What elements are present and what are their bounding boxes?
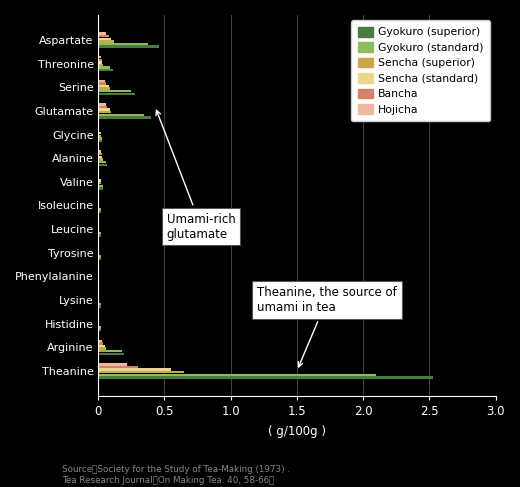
Bar (98, 198, 99, 200)
Bar (98, 130, 99, 132)
Bar (98, 256, 100, 258)
Bar (98, 371, 184, 374)
Bar (98, 64, 103, 66)
Bar (98, 40, 114, 42)
Bar (98, 353, 124, 355)
Bar (98, 179, 100, 182)
Bar (98, 43, 148, 45)
Bar (98, 156, 102, 158)
Bar (98, 66, 110, 69)
Bar (98, 282, 99, 284)
Bar (98, 222, 99, 224)
Bar (98, 79, 105, 82)
Bar (98, 37, 111, 40)
Bar (98, 161, 106, 163)
Bar (98, 247, 99, 250)
Bar (98, 321, 99, 323)
Bar (98, 182, 100, 184)
Bar (98, 234, 100, 237)
Bar (98, 45, 159, 48)
Bar (98, 35, 109, 37)
Bar (98, 316, 99, 318)
Bar (98, 153, 102, 155)
Bar (98, 277, 99, 279)
Text: Source：Society for the Study of Tea-Making (1973) .
Tea Research Journal：On Maki: Source：Society for the Study of Tea-Maki… (62, 465, 290, 485)
Bar (98, 58, 102, 61)
Bar (98, 342, 103, 344)
Bar (98, 253, 99, 255)
Bar (98, 376, 434, 378)
Bar (98, 208, 100, 210)
Bar (98, 69, 112, 72)
Bar (98, 140, 102, 142)
Bar (98, 298, 99, 300)
Bar (98, 185, 103, 187)
Bar (98, 295, 99, 297)
Bar (98, 82, 106, 85)
Legend: Gyokuro (superior), Gyokuro (standard), Sencha (superior), Sencha (standard), Ba: Gyokuro (superior), Gyokuro (standard), … (351, 20, 490, 121)
Bar (98, 111, 111, 113)
Bar (98, 339, 102, 342)
Bar (98, 345, 105, 347)
Bar (98, 250, 99, 253)
Bar (98, 158, 103, 161)
Bar (98, 56, 100, 58)
Bar (98, 113, 145, 116)
Bar (98, 88, 110, 90)
Bar (98, 269, 99, 271)
Bar (98, 85, 109, 87)
Bar (98, 369, 171, 371)
Bar (98, 93, 135, 95)
Bar (98, 206, 99, 208)
Bar (98, 132, 100, 134)
Bar (98, 229, 99, 232)
Bar (98, 116, 151, 119)
Bar (98, 103, 106, 106)
Bar (98, 90, 131, 93)
Bar (98, 326, 100, 329)
Bar (98, 305, 100, 308)
Bar (98, 109, 110, 111)
Bar (98, 232, 100, 234)
Bar (98, 226, 99, 229)
Bar (98, 274, 99, 276)
Bar (98, 150, 100, 153)
Bar (98, 271, 99, 274)
Bar (98, 318, 99, 321)
Bar (98, 135, 100, 137)
Bar (98, 324, 99, 326)
Bar (98, 303, 100, 305)
Bar (98, 177, 99, 179)
Bar (98, 164, 107, 166)
Bar (98, 374, 376, 376)
Bar (98, 224, 99, 226)
Bar (98, 279, 99, 281)
Bar (98, 127, 99, 129)
Bar (98, 137, 102, 140)
Bar (98, 106, 107, 108)
Bar (98, 366, 138, 368)
Bar (98, 347, 106, 350)
Bar (98, 245, 99, 247)
Bar (98, 258, 100, 261)
Bar (98, 211, 100, 213)
Bar (98, 200, 99, 203)
Text: Theanine, the source of
umami in tea: Theanine, the source of umami in tea (257, 286, 397, 367)
Text: Umami-rich
glutamate: Umami-rich glutamate (156, 111, 236, 241)
Bar (98, 300, 99, 302)
Bar (98, 61, 102, 63)
Bar (98, 174, 99, 176)
Bar (98, 292, 99, 295)
Bar (98, 203, 99, 206)
Bar (98, 363, 127, 366)
Bar (98, 187, 103, 189)
Bar (98, 32, 106, 35)
Bar (98, 350, 122, 353)
X-axis label: ( g/100g ): ( g/100g ) (268, 425, 326, 438)
Bar (98, 329, 100, 331)
